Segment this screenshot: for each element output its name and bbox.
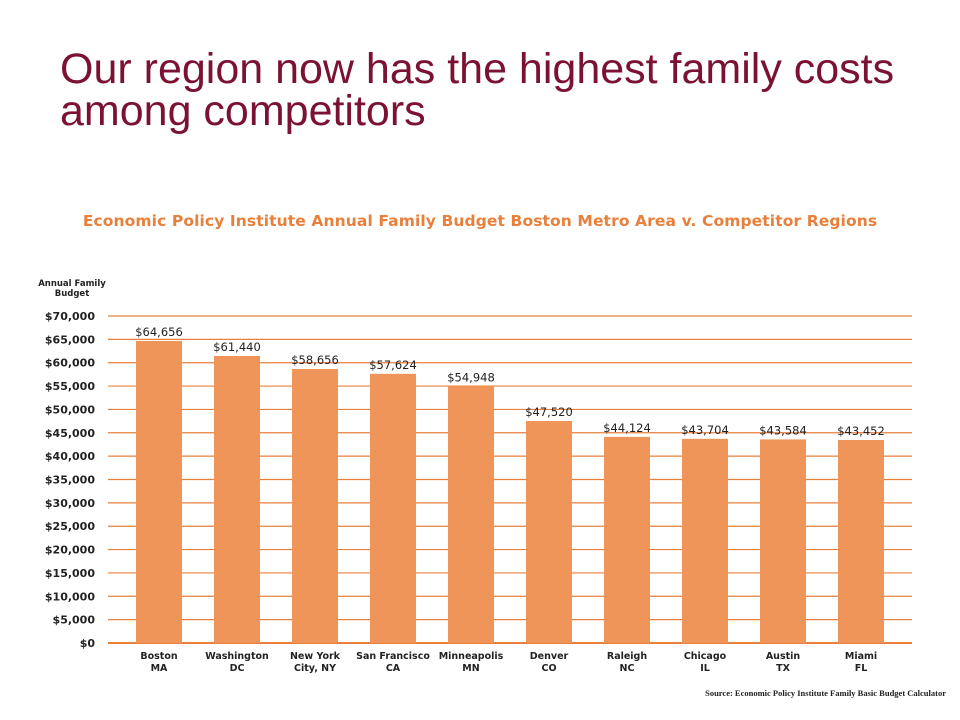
x-tick-label: Boston bbox=[140, 651, 177, 662]
x-tick-label: Denver bbox=[530, 651, 569, 662]
chart-title: Economic Policy Institute Annual Family … bbox=[82, 212, 878, 230]
bar-value-label: $64,656 bbox=[135, 325, 183, 339]
bar-value-label: $47,520 bbox=[525, 405, 573, 419]
y-axis-label-line: Budget bbox=[55, 289, 90, 299]
bar bbox=[136, 340, 182, 643]
x-tick-label: DC bbox=[230, 663, 245, 674]
x-tick-label: Chicago bbox=[684, 651, 727, 662]
value-labels: $64,656 $61,440 $58,656 $57,624 $54,948 $47,5… bbox=[135, 325, 885, 438]
y-tick-label: $70,000 bbox=[45, 310, 95, 323]
y-tick-label: $15,000 bbox=[45, 567, 95, 580]
y-tick-labels: $0 $5,000 $10,000 $15,000 $20,000 $25,000 $30,… bbox=[45, 310, 95, 650]
bar bbox=[604, 436, 650, 643]
bars bbox=[136, 340, 884, 643]
y-tick-label: $35,000 bbox=[45, 474, 95, 487]
bar bbox=[370, 373, 416, 643]
bar bbox=[448, 386, 494, 643]
x-tick-label: FL bbox=[855, 663, 868, 674]
x-tick-label: CA bbox=[386, 663, 401, 674]
y-tick-label: $65,000 bbox=[45, 333, 95, 346]
y-tick-label: $30,000 bbox=[45, 497, 95, 510]
y-tick-label: $5,000 bbox=[53, 614, 96, 627]
x-tick-label: IL bbox=[700, 663, 710, 674]
x-tick-label: Washington bbox=[205, 651, 269, 662]
x-tick-label: San Francisco bbox=[356, 651, 430, 662]
bar-value-label: $58,656 bbox=[291, 353, 339, 367]
bar-value-label: $44,124 bbox=[603, 421, 651, 435]
y-tick-label: $55,000 bbox=[45, 380, 95, 393]
y-tick-label: $60,000 bbox=[45, 357, 95, 370]
x-tick-label: CO bbox=[541, 663, 556, 674]
bar-value-label: $43,452 bbox=[837, 424, 885, 438]
slide-title: Our region now has the highest family co… bbox=[60, 45, 895, 135]
y-tick-label: $50,000 bbox=[45, 403, 95, 416]
x-tick-label: City, NY bbox=[294, 663, 336, 674]
bar bbox=[526, 421, 572, 643]
bar-value-label: $43,584 bbox=[759, 423, 807, 437]
bar-value-label: $54,948 bbox=[447, 370, 495, 384]
x-tick-label: New York bbox=[290, 651, 341, 662]
bar-value-label: $61,440 bbox=[213, 340, 261, 354]
y-tick-label: $0 bbox=[80, 637, 96, 650]
bar bbox=[292, 368, 338, 643]
source-note: Source: Economic Policy Institute Family… bbox=[705, 688, 946, 698]
bar bbox=[838, 440, 884, 643]
bar bbox=[760, 439, 806, 643]
x-tick-label: TX bbox=[776, 663, 790, 674]
bar bbox=[214, 355, 260, 643]
bar-value-label: $57,624 bbox=[369, 358, 417, 372]
y-tick-label: $20,000 bbox=[45, 544, 95, 557]
bar-value-label: $43,704 bbox=[681, 423, 729, 437]
y-tick-label: $40,000 bbox=[45, 450, 95, 463]
y-axis-label-line: Annual Family bbox=[38, 279, 106, 289]
x-tick-label: Raleigh bbox=[607, 651, 647, 662]
x-tick-label: Austin bbox=[766, 651, 801, 662]
y-tick-label: $10,000 bbox=[45, 590, 95, 603]
y-tick-label: $45,000 bbox=[45, 427, 95, 440]
x-tick-label: Miami bbox=[845, 651, 877, 662]
x-tick-label: NC bbox=[620, 663, 635, 674]
x-tick-label: MN bbox=[462, 663, 479, 674]
x-tick-label: Minneapolis bbox=[439, 651, 504, 662]
y-tick-label: $25,000 bbox=[45, 520, 95, 533]
x-tick-label: MA bbox=[151, 663, 168, 674]
bar bbox=[682, 438, 728, 643]
